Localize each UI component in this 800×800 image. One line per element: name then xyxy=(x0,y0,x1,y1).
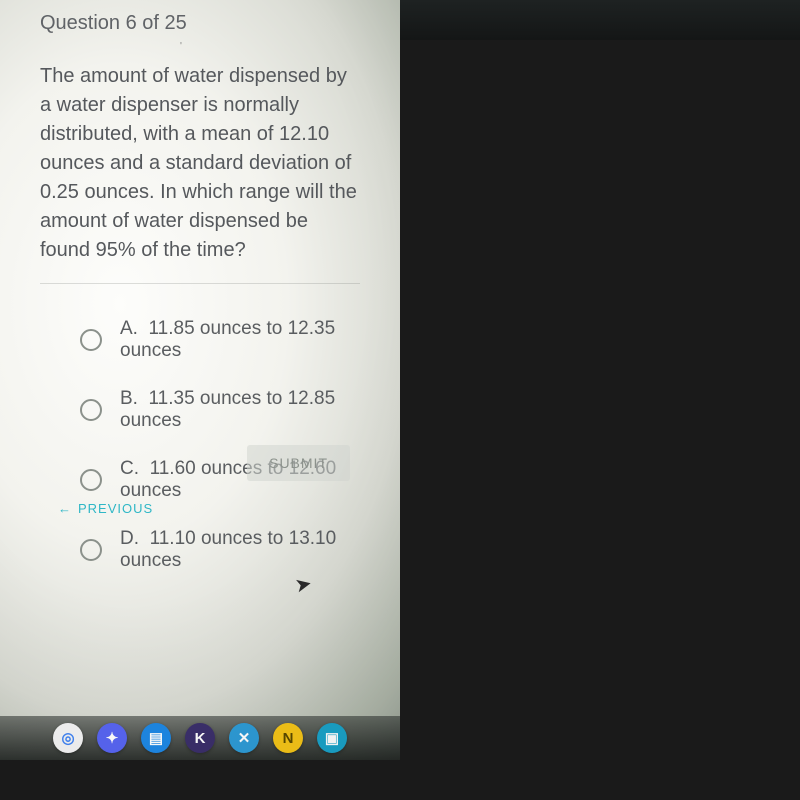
option-label: B. 11.35 ounces to 12.85 ounces xyxy=(120,388,360,432)
option-d[interactable]: D. 11.10 ounces to 13.10 ounces xyxy=(80,528,360,572)
question-counter: Question 6 of 25 xyxy=(40,12,360,35)
submit-button[interactable]: SUBMIT xyxy=(247,445,350,481)
radio-icon[interactable] xyxy=(80,469,102,491)
radio-icon[interactable] xyxy=(80,329,102,351)
previous-button[interactable]: ← PREVIOUS xyxy=(58,501,153,516)
desk-edge xyxy=(400,0,800,40)
option-a[interactable]: A. 11.85 ounces to 12.35 ounces xyxy=(80,318,360,362)
previous-label: PREVIOUS xyxy=(78,501,153,516)
taskbar-icon-note[interactable]: N xyxy=(273,723,303,753)
taskbar-icon-kahoot[interactable]: K xyxy=(185,723,215,753)
taskbar-icon-close[interactable]: ✕ xyxy=(229,723,259,753)
quiz-content: Question 6 of 25 ' The amount of water d… xyxy=(0,0,400,572)
taskbar-icon-docs[interactable]: ▤ xyxy=(141,723,171,753)
taskbar-icon-discord[interactable]: ✦ xyxy=(97,723,127,753)
option-label: A. 11.85 ounces to 12.35 ounces xyxy=(120,318,360,362)
taskbar: ◎ ✦ ▤ K ✕ N ▣ xyxy=(0,716,400,760)
radio-icon[interactable] xyxy=(80,539,102,561)
radio-icon[interactable] xyxy=(80,399,102,421)
tick-mark: ' xyxy=(180,41,360,52)
option-b[interactable]: B. 11.35 ounces to 12.85 ounces xyxy=(80,388,360,432)
taskbar-icon-chrome[interactable]: ◎ xyxy=(53,723,83,753)
option-label: D. 11.10 ounces to 13.10 ounces xyxy=(120,528,360,572)
cursor-icon: ➤ xyxy=(293,571,315,599)
arrow-left-icon: ← xyxy=(58,501,72,516)
taskbar-icon-files[interactable]: ▣ xyxy=(317,723,347,753)
question-text: The amount of water dispensed by a water… xyxy=(40,62,360,265)
divider xyxy=(40,283,360,284)
screen: Question 6 of 25 ' The amount of water d… xyxy=(0,0,400,760)
